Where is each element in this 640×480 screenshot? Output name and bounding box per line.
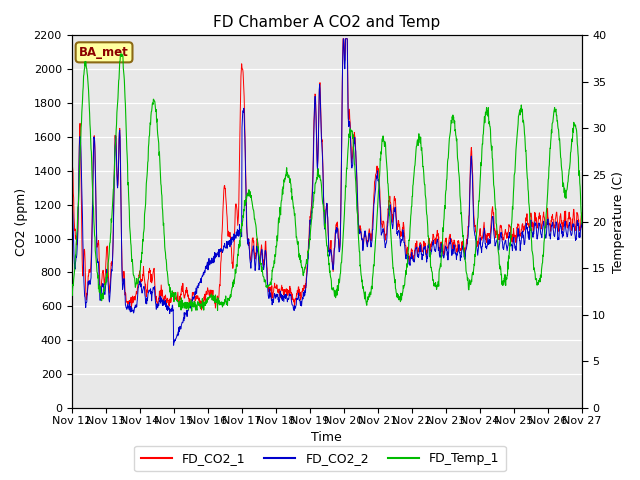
Legend: FD_CO2_1, FD_CO2_2, FD_Temp_1: FD_CO2_1, FD_CO2_2, FD_Temp_1 — [134, 446, 506, 471]
Title: FD Chamber A CO2 and Temp: FD Chamber A CO2 and Temp — [213, 15, 440, 30]
Y-axis label: CO2 (ppm): CO2 (ppm) — [15, 188, 28, 256]
Y-axis label: Temperature (C): Temperature (C) — [612, 171, 625, 273]
X-axis label: Time: Time — [311, 431, 342, 444]
Text: BA_met: BA_met — [79, 46, 129, 59]
